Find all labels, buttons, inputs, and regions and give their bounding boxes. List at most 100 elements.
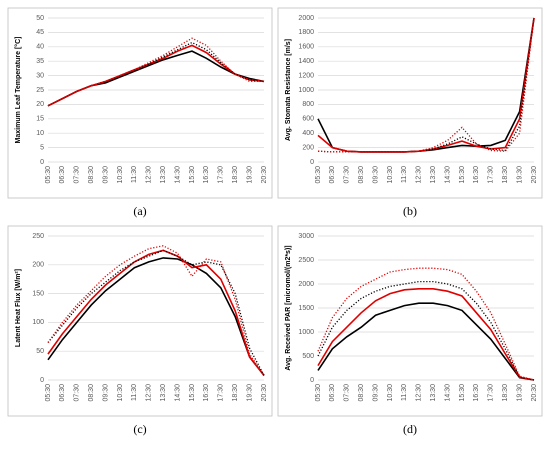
- x-tick-label: 14:30: [444, 384, 451, 402]
- x-tick-label: 12:30: [416, 384, 423, 402]
- x-tick-label: 18:30: [502, 166, 509, 184]
- x-tick-label: 06:30: [329, 384, 336, 402]
- x-tick-label: 16:30: [473, 166, 480, 184]
- x-tick-label: 09:30: [372, 166, 379, 184]
- y-tick-label: 20: [36, 101, 44, 108]
- x-tick-label: 07:30: [74, 384, 81, 402]
- y-tick-label: 1800: [298, 29, 314, 36]
- x-tick-label: 17:30: [488, 384, 495, 402]
- x-tick-label: 09:30: [372, 384, 379, 402]
- x-tick-label: 06:30: [329, 166, 336, 184]
- x-tick-label: 12:30: [146, 384, 153, 402]
- chart-frame: [7, 225, 273, 417]
- y-tick-label: 2000: [298, 281, 314, 288]
- x-tick-label: 17:30: [218, 384, 225, 402]
- x-tick-label: 20:30: [531, 384, 538, 402]
- x-tick-label: 07:30: [344, 384, 351, 402]
- chart-frame: [277, 7, 543, 199]
- x-tick-label: 05:30: [315, 166, 322, 184]
- y-tick-label: 15: [36, 116, 44, 123]
- y-tick-label: 150: [32, 290, 44, 297]
- y-tick-label: 250: [32, 233, 44, 240]
- caption: (d): [403, 422, 417, 436]
- y-tick-label: 3000: [298, 233, 314, 240]
- y-axis-label: Latent Heat Flux [W/m²]: [15, 269, 22, 347]
- y-axis-label: Avg. Received PAR [micromol/(m2*s)]: [285, 245, 292, 370]
- series-line: [317, 267, 535, 381]
- x-tick-label: 13:30: [160, 384, 167, 402]
- y-tick-label: 1400: [298, 58, 314, 65]
- y-axis-label: Avg. Stomata Resistance [m/s]: [285, 39, 292, 141]
- x-tick-label: 07:30: [344, 166, 351, 184]
- x-tick-label: 06:30: [59, 384, 66, 402]
- x-tick-label: 20:30: [261, 384, 268, 402]
- series-line: [47, 245, 265, 376]
- y-tick-label: 10: [36, 130, 44, 137]
- y-tick-label: 0: [310, 159, 314, 166]
- x-tick-label: 20:30: [261, 166, 268, 184]
- x-tick-label: 11:30: [131, 166, 138, 183]
- y-tick-label: 1000: [298, 87, 314, 94]
- series-line: [317, 17, 535, 153]
- x-tick-label: 13:30: [160, 166, 167, 184]
- series-line: [47, 257, 265, 376]
- x-tick-label: 12:30: [416, 166, 423, 184]
- y-tick-label: 0: [40, 159, 44, 166]
- x-tick-label: 16:30: [203, 384, 210, 402]
- x-tick-label: 15:30: [189, 166, 196, 184]
- caption: (b): [403, 204, 417, 218]
- x-tick-label: 19:30: [516, 166, 523, 184]
- y-tick-label: 500: [302, 353, 314, 360]
- x-tick-label: 13:30: [430, 166, 437, 184]
- x-tick-label: 14:30: [444, 166, 451, 184]
- x-tick-label: 19:30: [246, 166, 253, 184]
- x-tick-label: 14:30: [174, 384, 181, 402]
- x-tick-label: 09:30: [102, 166, 109, 184]
- x-tick-label: 14:30: [174, 166, 181, 184]
- x-tick-label: 15:30: [189, 384, 196, 402]
- x-tick-label: 11:30: [401, 166, 408, 183]
- y-tick-label: 1600: [298, 44, 314, 51]
- x-tick-label: 08:30: [358, 166, 365, 184]
- x-tick-label: 09:30: [102, 384, 109, 402]
- y-tick-label: 2000: [298, 15, 314, 22]
- x-tick-label: 08:30: [88, 166, 95, 184]
- x-tick-label: 16:30: [203, 166, 210, 184]
- series-line: [317, 288, 535, 381]
- x-tick-label: 08:30: [358, 384, 365, 402]
- x-tick-label: 11:30: [131, 384, 138, 401]
- caption: (c): [133, 422, 146, 436]
- caption: (a): [133, 204, 146, 218]
- y-tick-label: 40: [36, 44, 44, 51]
- y-tick-label: 50: [36, 348, 44, 355]
- x-tick-label: 10:30: [387, 384, 394, 402]
- x-tick-label: 13:30: [430, 384, 437, 402]
- y-axis-label: Maximum Leaf Temperature [°C]: [14, 37, 22, 144]
- x-tick-label: 10:30: [387, 166, 394, 184]
- chart-frame: [277, 225, 543, 417]
- y-tick-label: 30: [36, 72, 44, 79]
- series-line: [317, 302, 535, 381]
- series-line: [47, 249, 265, 376]
- x-tick-label: 16:30: [473, 384, 480, 402]
- x-tick-label: 18:30: [502, 384, 509, 402]
- x-tick-label: 10:30: [117, 384, 124, 402]
- x-tick-label: 17:30: [488, 166, 495, 184]
- y-tick-label: 1000: [298, 329, 314, 336]
- series-line: [317, 280, 535, 381]
- x-tick-label: 18:30: [232, 384, 239, 402]
- x-tick-label: 12:30: [146, 166, 153, 184]
- y-tick-label: 2500: [298, 257, 314, 264]
- y-tick-label: 35: [36, 58, 44, 65]
- x-tick-label: 08:30: [88, 384, 95, 402]
- y-tick-label: 5: [40, 144, 44, 151]
- y-tick-label: 800: [302, 101, 314, 108]
- y-tick-label: 50: [36, 15, 44, 22]
- x-tick-label: 05:30: [45, 166, 52, 184]
- y-tick-label: 0: [310, 377, 314, 384]
- y-tick-label: 1200: [298, 72, 314, 79]
- y-tick-label: 100: [32, 319, 44, 326]
- x-tick-label: 15:30: [459, 166, 466, 184]
- x-tick-label: 19:30: [516, 384, 523, 402]
